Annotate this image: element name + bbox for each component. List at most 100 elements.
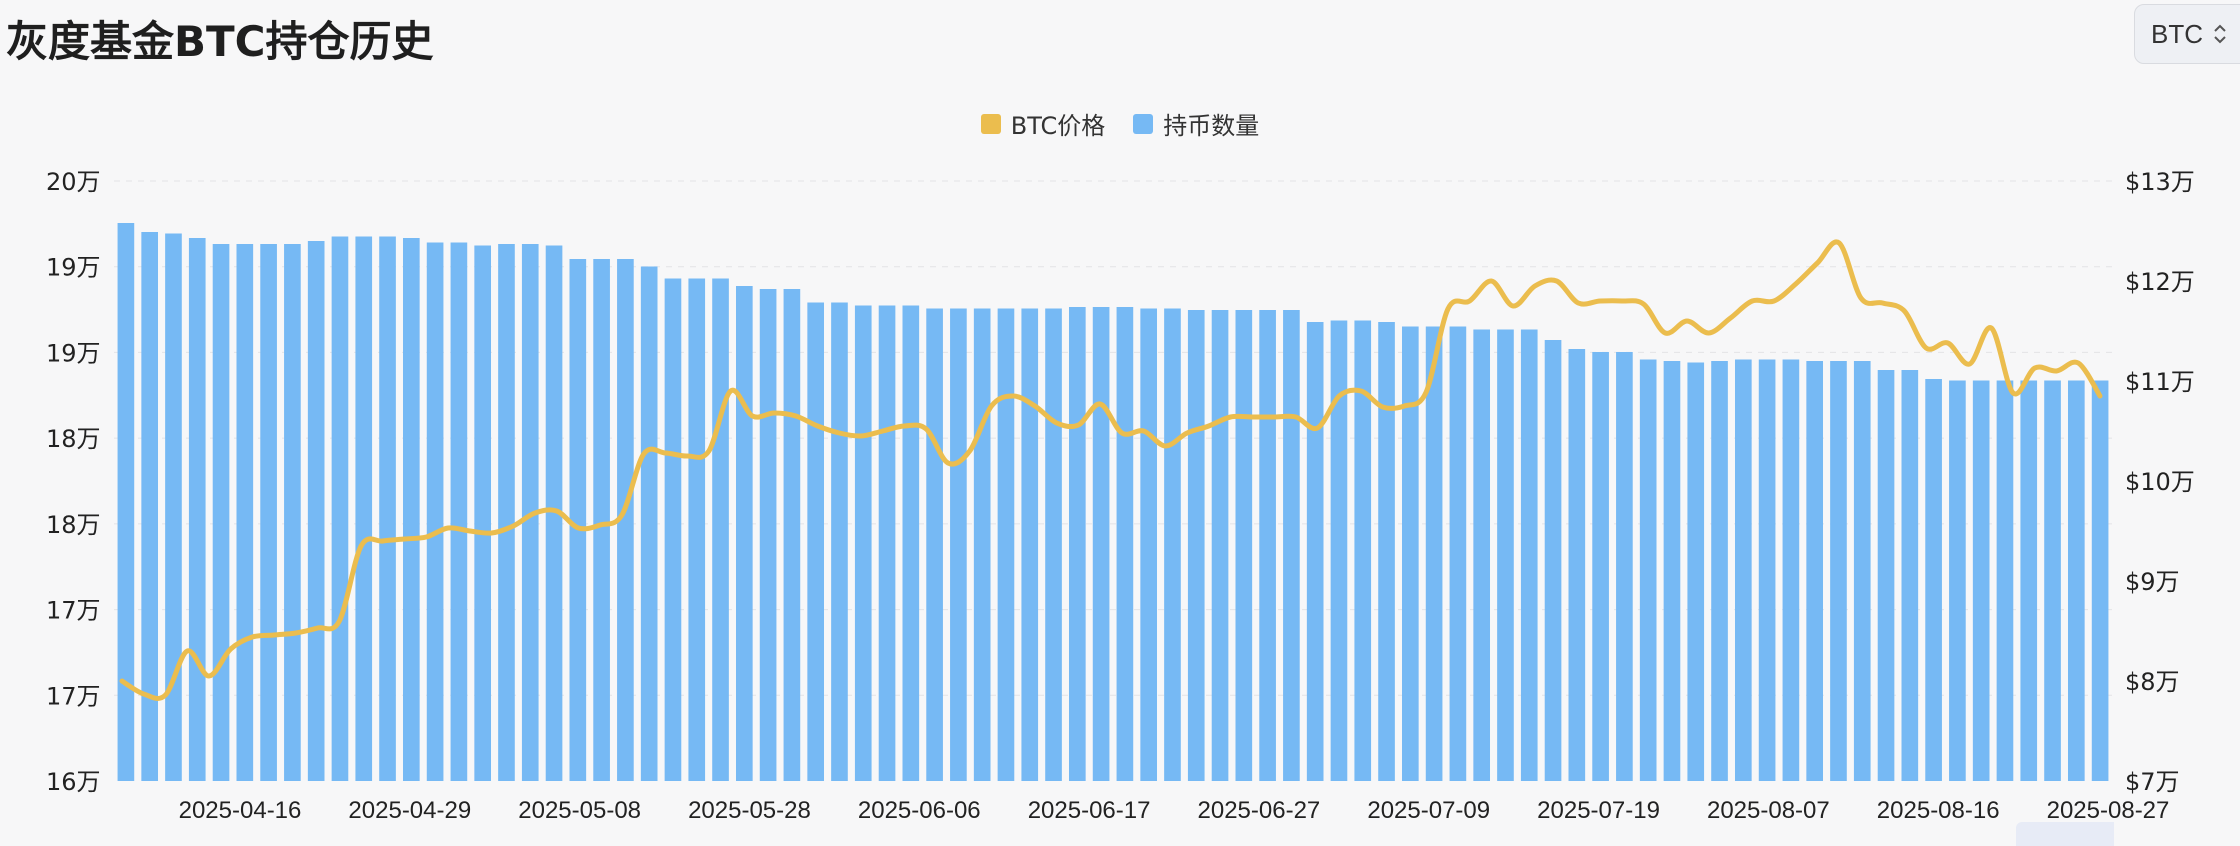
holdings-bar — [1425, 326, 1443, 781]
page-title: 灰度基金BTC持仓历史 — [6, 17, 434, 66]
holdings-bar — [141, 232, 159, 781]
holdings-bar — [1449, 326, 1467, 781]
holdings-bar — [1259, 310, 1276, 781]
x-tick-label: 2025-06-06 — [858, 797, 981, 824]
legend-swatch-price — [980, 113, 1001, 134]
y-right-tick-label: $10万 — [2125, 468, 2195, 496]
x-tick-label: 2025-08-07 — [1707, 797, 1830, 824]
x-tick-label: 2025-05-28 — [688, 797, 811, 824]
holdings-bar — [1877, 370, 1895, 781]
holdings-bar — [307, 241, 325, 781]
holdings-bar — [1806, 361, 1824, 781]
holdings-bar — [902, 305, 920, 781]
holdings-bar — [1758, 359, 1776, 781]
holdings-bar — [759, 289, 777, 781]
holdings-bar — [1068, 307, 1086, 781]
holdings-bar — [426, 242, 444, 781]
holdings-bar — [236, 244, 254, 781]
holdings-bar — [1235, 310, 1253, 781]
y-right-tick-label: $7万 — [2125, 768, 2180, 796]
x-tick-label: 2025-04-29 — [348, 797, 471, 824]
holdings-bar — [1663, 361, 1681, 781]
holdings-bar — [950, 308, 967, 781]
holdings-bar — [1520, 329, 1538, 781]
x-tick-label: 2025-08-16 — [1877, 797, 2000, 824]
holdings-bar — [973, 308, 991, 781]
x-tick-label: 2025-06-17 — [1028, 797, 1151, 824]
holdings-bar — [1592, 352, 1609, 781]
legend-item-holdings[interactable]: 持币数量 — [1133, 106, 1259, 141]
holdings-bar — [1639, 359, 1657, 781]
holdings-bar — [2020, 380, 2038, 781]
holdings-bar — [1568, 349, 1586, 781]
holdings-bar — [379, 236, 396, 781]
legend-label-holdings: 持币数量 — [1163, 112, 1260, 140]
holdings-bar — [664, 278, 682, 781]
scroll-handle[interactable] — [2016, 822, 2114, 846]
holdings-bar — [569, 259, 587, 781]
holdings-bar — [712, 278, 729, 781]
holdings-bar — [1853, 361, 1871, 781]
y-left-tick-label: 19万 — [46, 339, 101, 367]
holdings-bar — [1949, 380, 1966, 781]
holdings-bar — [212, 244, 230, 781]
y-left-tick-label: 17万 — [46, 597, 101, 625]
holdings-bar — [854, 305, 872, 781]
holdings-bar — [1164, 308, 1181, 781]
y-left-tick-label: 20万 — [46, 168, 101, 196]
holdings-bar — [117, 223, 135, 781]
holdings-bar — [926, 308, 943, 781]
holdings-bar — [1711, 361, 1728, 781]
x-tick-label: 2025-06-27 — [1198, 797, 1321, 824]
holdings-bar — [831, 302, 848, 781]
x-tick-label: 2025-07-19 — [1537, 797, 1660, 824]
chevron-updown-icon — [2213, 22, 2227, 46]
holdings-bar — [1972, 380, 1990, 781]
y-left-tick-label: 19万 — [46, 254, 101, 282]
y-left-tick-label: 16万 — [46, 768, 101, 796]
holdings-bar — [2067, 380, 2085, 781]
y-left-tick-label: 18万 — [46, 511, 101, 539]
holdings-bar — [1544, 340, 1562, 781]
holdings-bar — [545, 245, 563, 781]
holdings-bar — [2044, 380, 2061, 781]
legend-item-price[interactable]: BTC价格 — [980, 106, 1105, 141]
holdings-bar — [1045, 308, 1062, 781]
y-left-tick-label: 17万 — [46, 682, 101, 710]
y-right-tick-label: $9万 — [2125, 568, 2180, 596]
coin-select[interactable]: BTC — [2134, 4, 2240, 64]
holdings-bar — [1211, 310, 1229, 781]
holdings-bar — [2091, 380, 2109, 781]
holdings-bar — [617, 259, 634, 781]
holdings-bar — [1901, 370, 1919, 781]
holdings-bar — [1782, 359, 1800, 781]
holdings-bar — [402, 238, 420, 781]
holdings-bar — [1497, 329, 1514, 781]
holdings-bar — [1283, 310, 1300, 781]
holdings-bar — [355, 236, 373, 781]
holdings-bar — [1021, 308, 1039, 781]
y-right-tick-label: $12万 — [2125, 268, 2195, 296]
x-tick-label: 2025-04-16 — [179, 797, 302, 824]
x-tick-label: 2025-07-09 — [1367, 797, 1490, 824]
holdings-bar — [1473, 329, 1491, 781]
holdings-bar — [1734, 359, 1752, 781]
holdings-bar — [1687, 362, 1705, 781]
holdings-bar — [1116, 307, 1134, 781]
price-line — [119, 239, 2103, 701]
y-right-tick-label: $11万 — [2125, 368, 2195, 396]
holdings-bar — [1330, 320, 1348, 781]
y-right-tick-label: $8万 — [2125, 668, 2180, 696]
holdings-bar — [735, 286, 753, 781]
holdings-bar — [188, 238, 206, 781]
holdings-bar — [878, 305, 896, 781]
holdings-bar — [1306, 322, 1324, 781]
holdings-bar — [1925, 379, 1942, 781]
holdings-bar — [165, 233, 182, 781]
holdings-bar — [593, 259, 610, 781]
holdings-bar — [498, 244, 515, 781]
holdings-bar — [1140, 308, 1158, 781]
holdings-bar — [783, 289, 801, 781]
x-tick-label: 2025-05-08 — [518, 797, 641, 824]
